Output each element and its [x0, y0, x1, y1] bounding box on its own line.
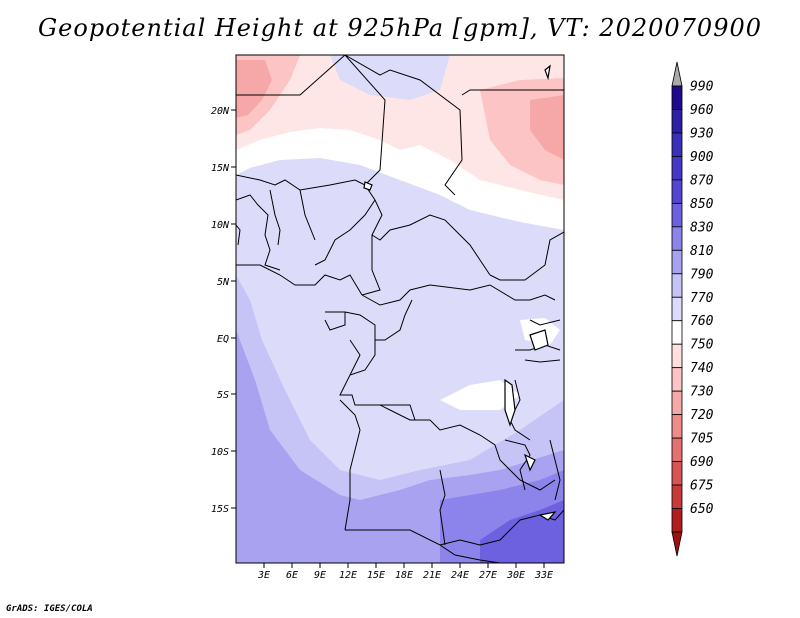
- colorbar-label: 690: [690, 455, 714, 470]
- colorbar-label: 760: [690, 314, 714, 329]
- colorbar-label: 790: [690, 267, 714, 282]
- colorbar-swatch: [671, 484, 683, 509]
- colorbar-label: 960: [690, 103, 714, 118]
- colorbar-swatch: [671, 367, 683, 392]
- colorbar-swatch: [671, 132, 683, 157]
- colorbar-swatch: [671, 202, 683, 228]
- colorbar-label: 770: [690, 291, 714, 306]
- lat-label-15N: 15N: [211, 163, 230, 174]
- lat-label-15S: 15S: [211, 504, 229, 515]
- colorbar-label: 650: [690, 502, 714, 517]
- colorbar-label: 720: [690, 408, 714, 423]
- lakes: [363, 64, 557, 521]
- colorbar-label: 740: [690, 361, 714, 376]
- colorbar-label: 850: [690, 197, 714, 212]
- colorbar-bottom-arrow: [671, 531, 683, 557]
- colorbar-label: 750: [690, 338, 714, 353]
- lat-label-EQ: EQ: [217, 334, 229, 345]
- colorbar-swatch: [671, 461, 683, 486]
- colorbar-swatch: [671, 414, 683, 439]
- lon-label-12E: 12E: [339, 570, 357, 581]
- colorbar-swatch: [671, 296, 683, 322]
- colorbar: 990 960 930 900 870 850 830 810 790 770 760 750 740 7…: [671, 61, 714, 557]
- colorbar-label: 730: [690, 385, 714, 400]
- colorbar-label: 990: [690, 80, 714, 95]
- colorbar-swatch: [671, 437, 683, 462]
- colorbar-label: 810: [690, 244, 714, 259]
- colorbar-swatch: [671, 320, 683, 345]
- colorbar-swatch: [671, 508, 683, 533]
- map-title: Geopotential Height at 925hPa [gpm], VT:…: [38, 14, 762, 42]
- lon-label-15E: 15E: [367, 570, 385, 581]
- lon-label-18E: 18E: [395, 570, 413, 581]
- lat-label-20N: 20N: [211, 106, 230, 117]
- colorbar-swatch: [671, 343, 683, 369]
- colorbar-swatch: [671, 273, 683, 298]
- lon-label-27E: 27E: [479, 570, 497, 581]
- map-frame: [235, 54, 565, 564]
- colorbar-label: 930: [690, 126, 714, 141]
- lat-label-10S: 10S: [211, 447, 229, 458]
- lon-label-3E: 3E: [257, 570, 270, 581]
- lon-label-33E: 33E: [534, 570, 553, 581]
- colorbar-swatch: [671, 179, 683, 204]
- lat-ticks: [231, 109, 236, 509]
- lat-label-10N: 10N: [211, 220, 230, 231]
- lon-label-21E: 21E: [423, 570, 441, 581]
- lat-label-5N: 5N: [217, 277, 230, 288]
- colorbar-top-arrow: [671, 61, 683, 87]
- colorbar-swatch: [671, 390, 683, 416]
- lon-label-30E: 30E: [506, 570, 525, 581]
- lon-label-24E: 24E: [451, 570, 469, 581]
- country-borders: [236, 55, 564, 563]
- lat-label-5S: 5S: [217, 390, 229, 401]
- colorbar-swatch: [671, 249, 683, 275]
- colorbar-swatch: [671, 85, 683, 110]
- colorbar-label: 705: [690, 432, 714, 447]
- colorbar-label: 900: [690, 150, 714, 165]
- colorbar-label: 675: [690, 479, 714, 494]
- lon-label-6E: 6E: [286, 570, 298, 581]
- lon-ticks: [263, 563, 545, 568]
- colorbar-swatch: [671, 226, 683, 251]
- height-field: [236, 55, 564, 563]
- colorbar-label: 830: [690, 220, 714, 235]
- colorbar-swatch: [671, 156, 683, 181]
- grads-credit: GrADS: IGES/COLA: [6, 604, 93, 614]
- lon-label-9E: 9E: [314, 570, 326, 581]
- colorbar-swatch: [671, 109, 683, 134]
- colorbar-label: 870: [690, 173, 714, 188]
